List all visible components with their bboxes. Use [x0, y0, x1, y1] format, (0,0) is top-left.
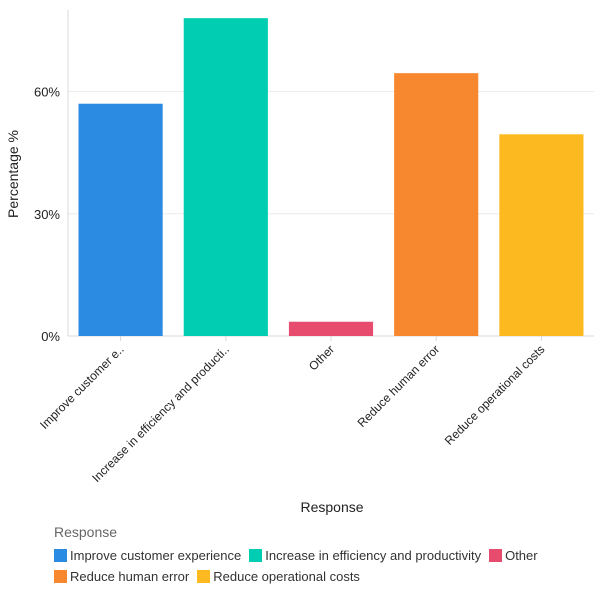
legend-title: Response: [54, 524, 118, 540]
bar: [183, 18, 268, 337]
legend-label: Reduce human error: [70, 569, 190, 584]
legend-item[interactable]: Reduce human error: [54, 569, 189, 584]
x-tick-label: Other: [306, 342, 337, 373]
x-tick-label: Reduce human error: [355, 342, 443, 430]
bar: [78, 103, 163, 336]
bar: [394, 73, 479, 336]
legend-item[interactable]: Increase in efficiency and productivity: [249, 548, 481, 563]
y-axis-label: Percentage %: [5, 130, 21, 218]
legend-item[interactable]: Reduce operational costs: [197, 569, 360, 584]
legend-swatch: [249, 549, 263, 562]
legend-swatch: [197, 570, 211, 583]
legend-swatch: [54, 570, 67, 583]
legend-swatch: [54, 549, 67, 562]
x-tick-label: Reduce operational costs: [442, 342, 548, 448]
legend-label: Increase in efficiency and productivity: [265, 548, 482, 563]
x-tick-label: Improve customer e..: [37, 342, 127, 432]
legend-swatch: [489, 549, 503, 562]
legend-items: Improve customer experience Increase in e…: [54, 548, 594, 584]
chart-svg: 0%30%60%Improve customer e..Increase in …: [5, 10, 594, 515]
legend: Response Improve customer experience Incr…: [54, 524, 594, 584]
bar: [499, 134, 584, 336]
y-tick-label: 30%: [34, 207, 60, 222]
legend-label: Other: [505, 548, 538, 563]
legend-label: Improve customer experience: [70, 548, 242, 563]
legend-item[interactable]: Improve customer experience: [54, 548, 241, 563]
legend-item[interactable]: Other: [489, 548, 538, 563]
y-tick-label: 0%: [41, 329, 60, 344]
legend-label: Reduce operational costs: [213, 569, 360, 584]
x-axis-label: Response: [300, 499, 363, 515]
bar: [288, 321, 374, 336]
bars: [78, 18, 584, 337]
y-tick-label: 60%: [34, 85, 60, 100]
